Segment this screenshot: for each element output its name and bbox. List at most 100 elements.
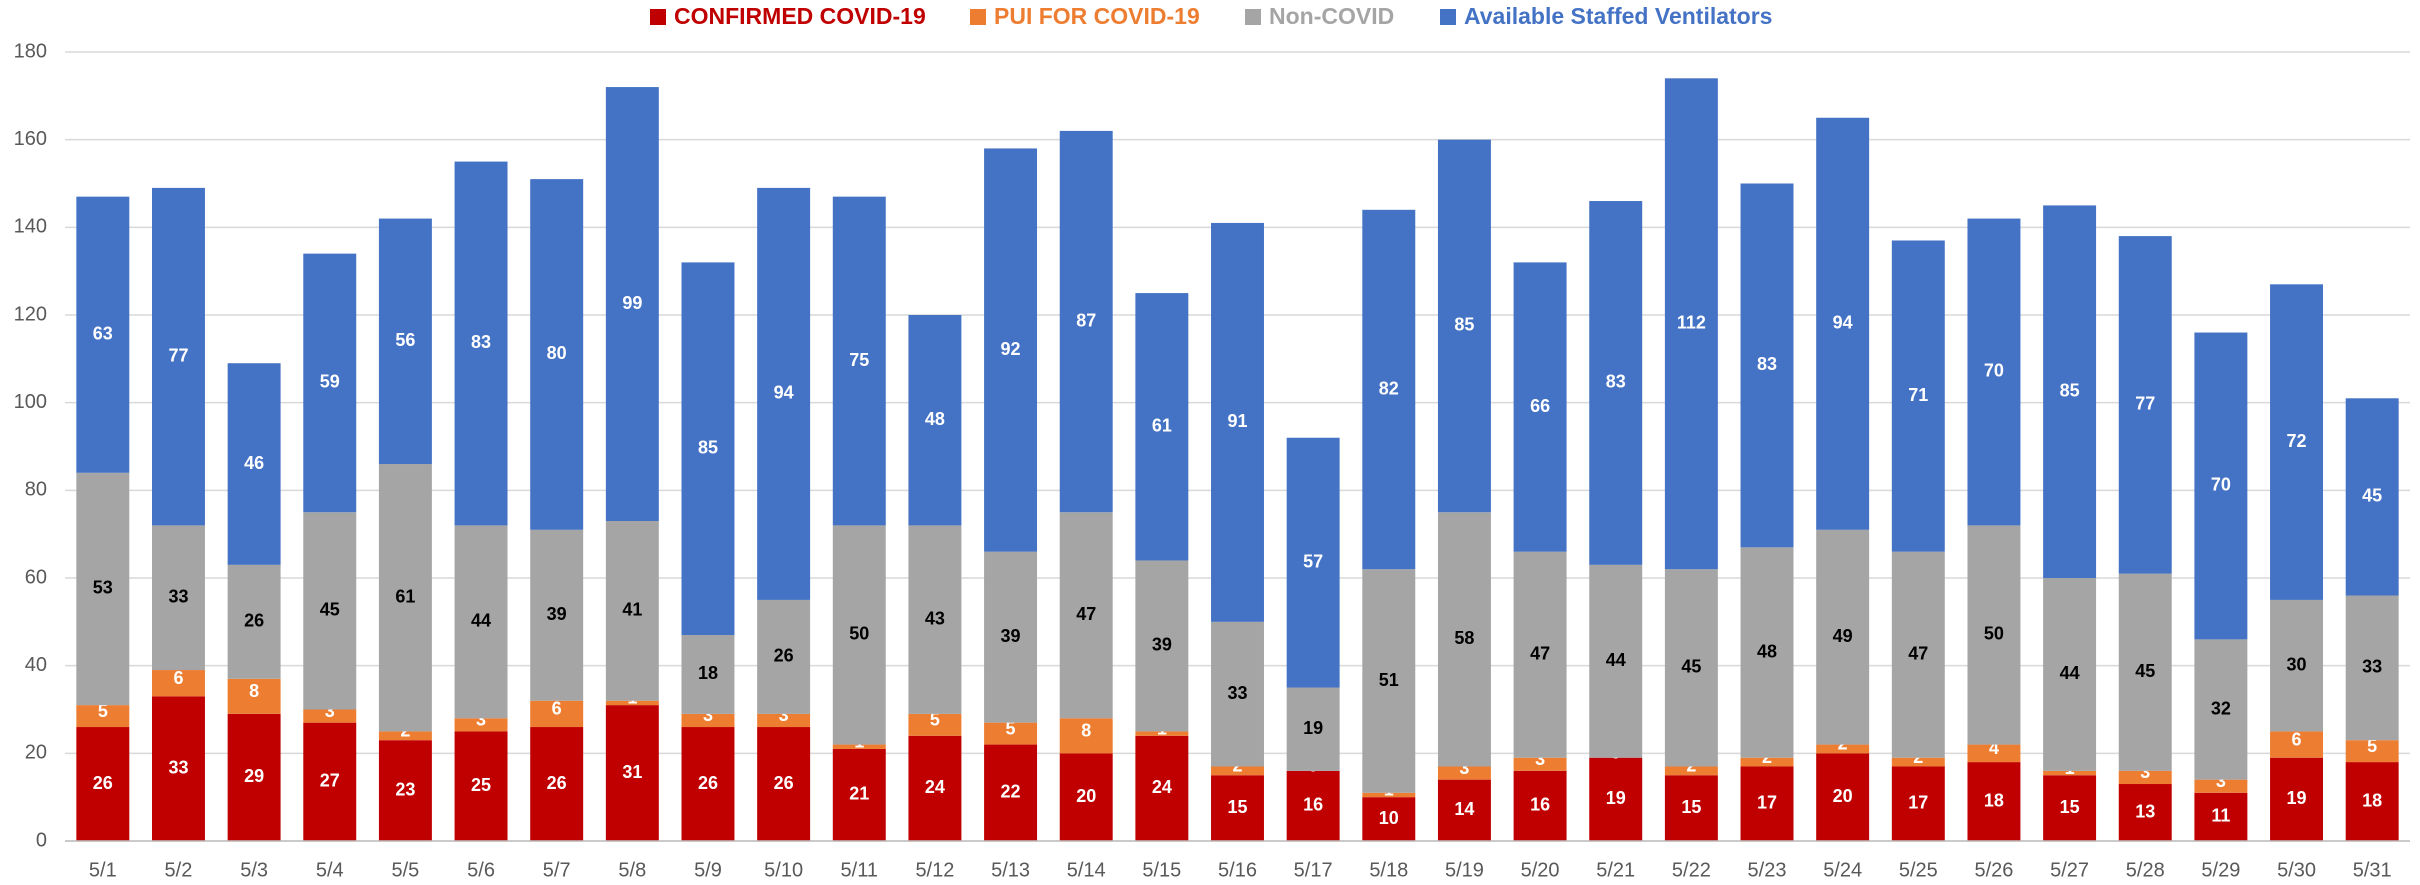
data-label: 85 xyxy=(1454,315,1474,335)
data-label: 53 xyxy=(93,578,113,598)
bar-segment xyxy=(2118,573,2172,771)
data-label: 3 xyxy=(779,705,789,725)
bar-segment xyxy=(1437,766,1491,780)
x-tick-label: 5/5 xyxy=(391,859,419,881)
data-label: 3 xyxy=(2216,771,2226,791)
bar-segment xyxy=(227,564,281,679)
bar-segment xyxy=(2043,578,2097,771)
bar-segment xyxy=(151,187,205,526)
data-label: 6 xyxy=(173,668,183,688)
bar-segment xyxy=(1740,757,1794,767)
data-label: 47 xyxy=(1908,643,1928,663)
bar-segment xyxy=(1513,551,1567,758)
bar-segment xyxy=(681,262,735,635)
data-label: 61 xyxy=(1152,416,1172,436)
data-label: 57 xyxy=(1303,551,1323,571)
bar-segment xyxy=(1891,757,1945,767)
bar-segment xyxy=(1816,753,1870,841)
bar-segment xyxy=(1286,437,1340,688)
data-label: 31 xyxy=(622,762,642,782)
data-label: 14 xyxy=(1454,799,1474,819)
bar-segment xyxy=(76,472,130,706)
y-tick-label: 180 xyxy=(14,40,47,62)
bar-segment xyxy=(1967,744,2021,763)
bar-segment xyxy=(1362,209,1416,570)
bar-segment xyxy=(303,253,357,513)
bar-segment xyxy=(1589,564,1643,758)
bar-segment xyxy=(2118,236,2172,574)
bar-segment xyxy=(1664,766,1718,776)
data-label: 10 xyxy=(1379,808,1399,828)
data-label: 13 xyxy=(2135,801,2155,821)
data-label: 17 xyxy=(1757,792,1777,812)
x-tick-label: 5/31 xyxy=(2353,859,2392,881)
data-label: 18 xyxy=(698,663,718,683)
data-label: 18 xyxy=(1984,790,2004,810)
bar-segment xyxy=(1286,770,1340,841)
x-tick-label: 5/28 xyxy=(2126,859,2165,881)
data-label: 17 xyxy=(1908,792,1928,812)
data-label: 18 xyxy=(2362,790,2382,810)
data-label: 112 xyxy=(1677,313,1706,333)
data-label: 16 xyxy=(1530,795,1550,815)
data-label: 19 xyxy=(2287,788,2307,808)
bar-segment xyxy=(1437,139,1491,513)
x-tick-label: 5/22 xyxy=(1672,859,1711,881)
data-label: 15 xyxy=(1227,797,1247,817)
bar-segment xyxy=(1513,770,1567,841)
bar-segment xyxy=(2043,205,2097,578)
x-tick-label: 5/2 xyxy=(165,859,193,881)
legend-swatch xyxy=(1440,9,1456,25)
bar-segment xyxy=(681,713,735,728)
x-tick-label: 5/13 xyxy=(991,859,1030,881)
x-tick-label: 5/20 xyxy=(1521,859,1560,881)
bar-segment xyxy=(605,521,659,701)
bar-segment xyxy=(1967,525,2021,745)
y-tick-label: 120 xyxy=(14,303,47,325)
legend-swatch xyxy=(650,9,666,25)
data-label: 45 xyxy=(320,600,340,620)
data-label: 6 xyxy=(2292,729,2302,749)
data-label: 5 xyxy=(930,710,940,730)
bar-segment xyxy=(2118,784,2172,841)
bar-segment xyxy=(1816,744,1870,754)
bar-segment xyxy=(681,634,735,714)
y-tick-label: 0 xyxy=(36,829,47,851)
data-label: 71 xyxy=(1908,385,1928,405)
data-label: 21 xyxy=(849,784,869,804)
x-tick-label: 5/8 xyxy=(618,859,646,881)
y-tick-label: 140 xyxy=(14,216,47,238)
bar-segment xyxy=(1664,775,1718,841)
data-label: 44 xyxy=(471,611,491,631)
bar-segment xyxy=(530,529,584,701)
bar-segment xyxy=(303,512,357,710)
bar-segment xyxy=(1513,757,1567,771)
data-label: 32 xyxy=(2211,698,2231,718)
legend-label: PUI FOR COVID-19 xyxy=(994,3,1200,29)
bar-segment xyxy=(908,735,962,841)
bar-segment xyxy=(2270,284,2324,600)
bar-segment xyxy=(1059,130,1113,513)
x-tick-label: 5/24 xyxy=(1823,859,1862,881)
bar-segment xyxy=(1362,797,1416,841)
bar-segment xyxy=(681,727,735,841)
bar-segment xyxy=(454,718,508,732)
data-label: 50 xyxy=(1984,624,2004,644)
data-label: 92 xyxy=(1001,339,1021,359)
bar-segment xyxy=(1059,753,1113,841)
data-label: 51 xyxy=(1379,670,1399,690)
bar-segment xyxy=(1286,687,1340,771)
data-label: 41 xyxy=(622,600,642,620)
bar-segment xyxy=(530,179,584,530)
data-label: 58 xyxy=(1454,628,1474,648)
bar-segment xyxy=(1059,512,1113,719)
data-label: 39 xyxy=(1001,626,1021,646)
bar-segment xyxy=(378,218,432,465)
data-label: 26 xyxy=(547,773,567,793)
data-label: 6 xyxy=(552,699,562,719)
bar-segment xyxy=(1362,792,1416,798)
data-label: 5 xyxy=(2367,736,2377,756)
x-tick-label: 5/15 xyxy=(1142,859,1181,881)
data-label: 33 xyxy=(2362,657,2382,677)
bar-segment xyxy=(2194,332,2248,640)
